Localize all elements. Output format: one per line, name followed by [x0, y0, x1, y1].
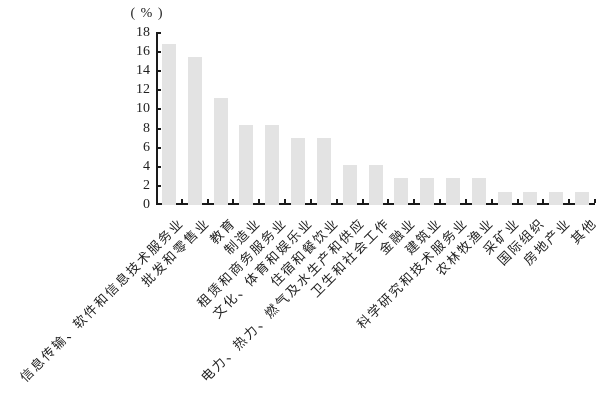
y-axis-unit-label: ( % ): [130, 6, 164, 21]
x-axis-tick: [490, 199, 493, 203]
bar: [342, 164, 357, 205]
y-tick-label: 0: [143, 197, 150, 212]
x-axis-tick: [361, 199, 364, 203]
x-axis-label: 其他: [567, 215, 600, 247]
y-tick-label: 12: [136, 82, 150, 98]
x-axis-tick: [464, 199, 467, 203]
x-axis-label: 信息传输、软件和信息技术服务业: [16, 215, 187, 385]
bar: [316, 138, 331, 205]
y-tick-label: 4: [143, 158, 150, 174]
x-axis-tick: [258, 199, 261, 203]
x-axis-tick: [387, 199, 390, 203]
bar: [445, 178, 460, 205]
y-axis-tick: [156, 108, 161, 111]
bar: [239, 124, 254, 205]
x-axis-tick: [516, 199, 519, 203]
y-tick-label: 2: [143, 177, 150, 193]
y-tick-label: 8: [143, 120, 150, 136]
y-axis-tick: [156, 146, 161, 149]
y-axis-tick: [156, 70, 161, 73]
x-axis-tick: [413, 199, 416, 203]
x-axis-tick: [542, 199, 545, 203]
y-tick-label: 14: [136, 63, 150, 79]
bar: [549, 191, 564, 205]
y-tick-label: 10: [136, 101, 150, 117]
y-axis-tick: [156, 184, 161, 187]
x-axis-tick: [309, 199, 312, 203]
bar: [497, 191, 512, 205]
bar: [368, 164, 383, 205]
bar: [471, 178, 486, 205]
bar: [291, 138, 306, 205]
y-tick-label: 18: [136, 25, 150, 40]
y-axis-tick: [156, 89, 161, 92]
x-axis-tick: [594, 199, 596, 203]
bar: [213, 97, 228, 205]
x-axis-tick: [284, 199, 287, 203]
bar: [575, 191, 590, 205]
x-axis-tick: [232, 199, 235, 203]
y-tick-label: 6: [143, 139, 150, 155]
bar: [265, 124, 280, 205]
y-tick-label: 16: [136, 44, 150, 60]
y-axis-tick: [156, 127, 161, 130]
x-axis-tick: [568, 199, 571, 203]
bar: [187, 56, 202, 205]
bar: [523, 191, 538, 205]
bar: [394, 178, 409, 205]
bar: [420, 178, 435, 205]
x-axis-tick: [439, 199, 442, 203]
x-axis-tick: [206, 199, 209, 203]
y-axis-tick: [156, 165, 161, 168]
x-axis-tick: [335, 199, 338, 203]
bar: [161, 43, 176, 205]
y-axis-tick: [156, 32, 161, 34]
y-axis-tick: [156, 51, 161, 54]
x-axis-tick: [180, 199, 183, 203]
